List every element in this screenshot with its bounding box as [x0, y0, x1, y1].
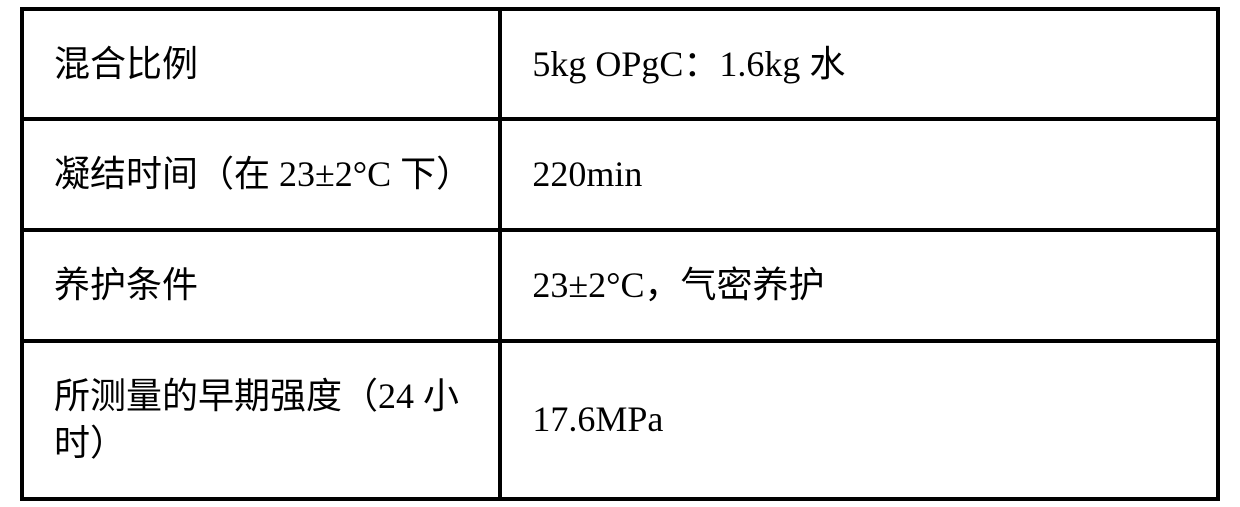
cell-label: 养护条件 [22, 230, 500, 341]
cell-value: 17.6MPa [500, 341, 1218, 499]
table-row: 所测量的早期强度（24 小时） 17.6MPa [22, 341, 1218, 499]
cell-value: 220min [500, 119, 1218, 230]
cell-value: 5kg OPgC：1.6kg 水 [500, 9, 1218, 120]
properties-table: 混合比例 5kg OPgC：1.6kg 水 凝结时间（在 23±2°C 下） 2… [20, 7, 1220, 501]
cell-label: 所测量的早期强度（24 小时） [22, 341, 500, 499]
cell-label: 凝结时间（在 23±2°C 下） [22, 119, 500, 230]
table-row: 养护条件 23±2°C，气密养护 [22, 230, 1218, 341]
table-row: 混合比例 5kg OPgC：1.6kg 水 [22, 9, 1218, 120]
table-row: 凝结时间（在 23±2°C 下） 220min [22, 119, 1218, 230]
cell-label: 混合比例 [22, 9, 500, 120]
cell-value: 23±2°C，气密养护 [500, 230, 1218, 341]
